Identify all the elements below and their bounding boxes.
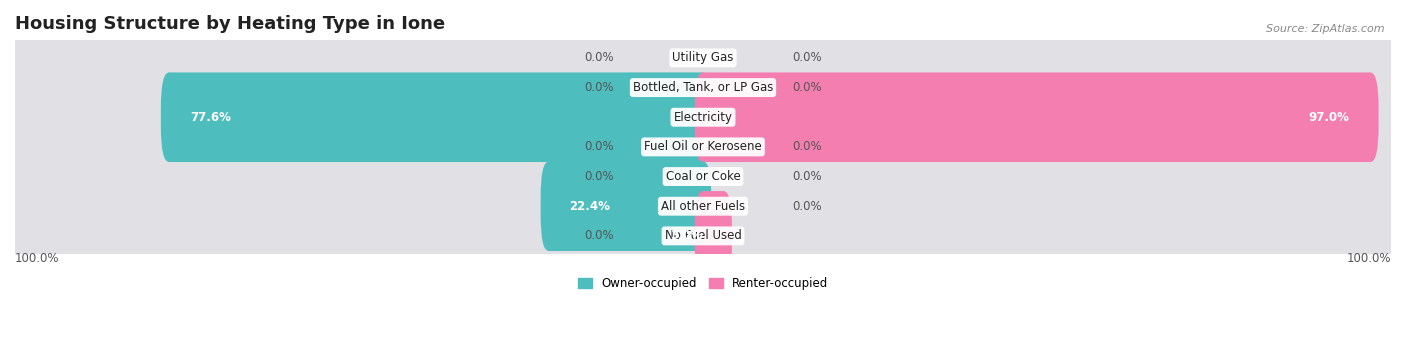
FancyBboxPatch shape <box>693 182 1395 290</box>
Text: Coal or Coke: Coal or Coke <box>665 170 741 183</box>
Text: Housing Structure by Heating Type in Ione: Housing Structure by Heating Type in Ion… <box>15 15 446 33</box>
Text: 0.0%: 0.0% <box>583 170 613 183</box>
FancyBboxPatch shape <box>693 152 1395 260</box>
Text: 0.0%: 0.0% <box>793 140 823 153</box>
FancyBboxPatch shape <box>703 45 1391 71</box>
Text: 0.0%: 0.0% <box>583 140 613 153</box>
FancyBboxPatch shape <box>160 72 711 162</box>
FancyBboxPatch shape <box>693 63 1395 171</box>
Text: Source: ZipAtlas.com: Source: ZipAtlas.com <box>1267 24 1385 34</box>
Text: 100.0%: 100.0% <box>15 252 59 266</box>
Text: 97.0%: 97.0% <box>1309 111 1350 124</box>
FancyBboxPatch shape <box>15 75 703 101</box>
Text: Utility Gas: Utility Gas <box>672 51 734 64</box>
Text: 0.0%: 0.0% <box>793 81 823 94</box>
Text: All other Fuels: All other Fuels <box>661 200 745 213</box>
FancyBboxPatch shape <box>11 152 713 260</box>
FancyBboxPatch shape <box>15 134 703 160</box>
FancyBboxPatch shape <box>11 34 713 141</box>
FancyBboxPatch shape <box>703 163 1391 190</box>
FancyBboxPatch shape <box>695 72 1379 162</box>
FancyBboxPatch shape <box>541 161 711 251</box>
FancyBboxPatch shape <box>15 45 703 71</box>
Text: 0.0%: 0.0% <box>793 170 823 183</box>
Text: 22.4%: 22.4% <box>569 200 610 213</box>
FancyBboxPatch shape <box>703 104 1391 130</box>
FancyBboxPatch shape <box>703 223 1391 249</box>
FancyBboxPatch shape <box>693 34 1395 141</box>
Text: 0.0%: 0.0% <box>583 51 613 64</box>
FancyBboxPatch shape <box>703 75 1391 101</box>
FancyBboxPatch shape <box>693 93 1395 201</box>
FancyBboxPatch shape <box>11 63 713 171</box>
FancyBboxPatch shape <box>695 191 733 281</box>
Text: 0.0%: 0.0% <box>583 81 613 94</box>
FancyBboxPatch shape <box>693 4 1395 112</box>
Text: 77.6%: 77.6% <box>190 111 231 124</box>
FancyBboxPatch shape <box>15 163 703 190</box>
FancyBboxPatch shape <box>11 182 713 290</box>
FancyBboxPatch shape <box>15 193 703 219</box>
Text: 3.0%: 3.0% <box>671 229 703 242</box>
FancyBboxPatch shape <box>703 193 1391 219</box>
Text: 0.0%: 0.0% <box>583 229 613 242</box>
FancyBboxPatch shape <box>11 4 713 112</box>
FancyBboxPatch shape <box>15 223 703 249</box>
Text: Fuel Oil or Kerosene: Fuel Oil or Kerosene <box>644 140 762 153</box>
Text: 100.0%: 100.0% <box>1347 252 1391 266</box>
Text: Electricity: Electricity <box>673 111 733 124</box>
Legend: Owner-occupied, Renter-occupied: Owner-occupied, Renter-occupied <box>572 272 834 295</box>
Text: Bottled, Tank, or LP Gas: Bottled, Tank, or LP Gas <box>633 81 773 94</box>
FancyBboxPatch shape <box>703 134 1391 160</box>
Text: No Fuel Used: No Fuel Used <box>665 229 741 242</box>
Text: 0.0%: 0.0% <box>793 200 823 213</box>
FancyBboxPatch shape <box>11 93 713 201</box>
FancyBboxPatch shape <box>15 104 703 130</box>
FancyBboxPatch shape <box>693 123 1395 230</box>
FancyBboxPatch shape <box>11 123 713 230</box>
Text: 0.0%: 0.0% <box>793 51 823 64</box>
